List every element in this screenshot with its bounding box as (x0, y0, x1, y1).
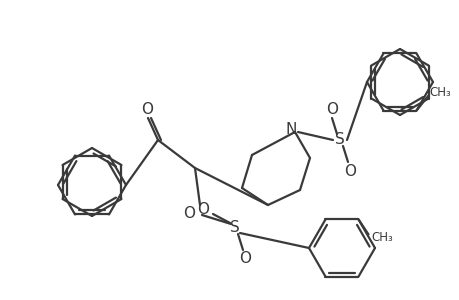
Text: O: O (239, 251, 251, 266)
Text: CH₃: CH₃ (429, 86, 450, 99)
Text: CH₃: CH₃ (371, 231, 392, 244)
Text: O: O (183, 206, 195, 221)
Text: O: O (141, 101, 153, 116)
Text: O: O (325, 101, 337, 116)
Text: S: S (230, 220, 239, 236)
Text: O: O (196, 202, 208, 217)
Text: O: O (343, 164, 355, 178)
Text: N: N (285, 122, 296, 137)
Text: S: S (335, 133, 344, 148)
